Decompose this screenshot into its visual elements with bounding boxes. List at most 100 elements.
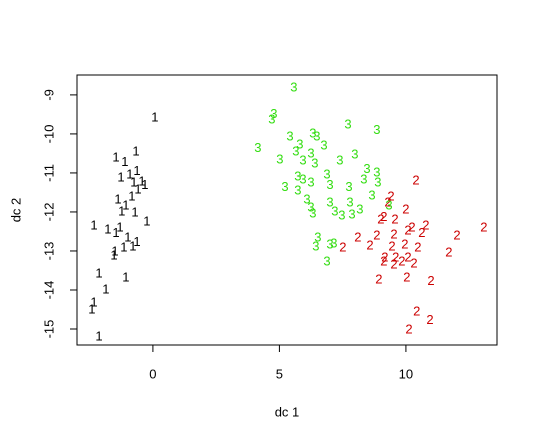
point-label: 1 <box>95 329 102 344</box>
point-label: 3 <box>290 79 297 94</box>
point-label: 2 <box>445 244 452 259</box>
point-label: 3 <box>294 182 301 197</box>
point-label: 1 <box>143 214 150 229</box>
point-label: 2 <box>381 249 388 264</box>
point-label: 1 <box>129 239 136 254</box>
point-label: 1 <box>121 154 128 169</box>
point-label: 2 <box>390 256 397 271</box>
point-label: 1 <box>118 203 125 218</box>
point-label: 1 <box>130 175 137 190</box>
y-tick-label: -13 <box>41 242 56 261</box>
point-label: 2 <box>387 189 394 204</box>
point-label: 3 <box>326 177 333 192</box>
point-label: 1 <box>151 109 158 124</box>
point-label: 2 <box>375 271 382 286</box>
point-label: 3 <box>281 179 288 194</box>
point-label: 2 <box>413 303 420 318</box>
point-label: 2 <box>354 230 361 245</box>
point-label: 1 <box>126 166 133 181</box>
point-label: 3 <box>313 128 320 143</box>
point-label: 1 <box>128 189 135 204</box>
point-label: 3 <box>331 203 338 218</box>
point-label: 2 <box>404 223 411 238</box>
point-label: 3 <box>303 191 310 206</box>
point-label: 2 <box>339 239 346 254</box>
point-label: 1 <box>112 225 119 240</box>
point-label: 3 <box>320 137 327 152</box>
point-label: 2 <box>401 237 408 252</box>
point-label: 3 <box>268 111 275 126</box>
point-label: 2 <box>402 201 409 216</box>
point-label: 2 <box>404 249 411 264</box>
point-label: 2 <box>373 228 380 243</box>
point-label: 3 <box>373 164 380 179</box>
y-tick-label: -14 <box>41 281 56 300</box>
point-label: 1 <box>95 265 102 280</box>
point-label: 3 <box>373 122 380 137</box>
point-label: 1 <box>90 217 97 232</box>
point-label: 2 <box>380 209 387 224</box>
point-label: 3 <box>360 171 367 186</box>
point-label: 3 <box>346 194 353 209</box>
point-label: 3 <box>323 166 330 181</box>
point-label: 1 <box>111 244 118 259</box>
point-label: 3 <box>368 187 375 202</box>
point-label: 2 <box>414 239 421 254</box>
point-label: 3 <box>326 237 333 252</box>
x-axis-label: dc 1 <box>275 404 300 419</box>
point-label: 2 <box>418 225 425 240</box>
point-label: 3 <box>294 168 301 183</box>
x-tick-label: 10 <box>399 366 413 381</box>
point-label: 3 <box>276 151 283 166</box>
point-label: 2 <box>392 249 399 264</box>
point-label: 3 <box>292 143 299 158</box>
point-label: 2 <box>408 219 415 234</box>
point-label: 2 <box>480 219 487 234</box>
point-label: 2 <box>422 217 429 232</box>
point-label: 3 <box>307 145 314 160</box>
point-label: 3 <box>348 207 355 222</box>
point-label: 1 <box>124 230 131 245</box>
point-label: 3 <box>338 207 345 222</box>
x-tick-label: 5 <box>276 366 283 381</box>
point-label: 2 <box>398 253 405 268</box>
point-label: 3 <box>309 205 316 220</box>
point-label: 3 <box>299 171 306 186</box>
point-label: 2 <box>366 237 373 252</box>
point-label: 2 <box>384 194 391 209</box>
point-label: 3 <box>286 128 293 143</box>
point-label: 3 <box>344 116 351 131</box>
plot-frame <box>76 74 498 346</box>
point-label: 2 <box>388 239 395 254</box>
point-label: 3 <box>254 140 261 155</box>
point-label: 2 <box>410 255 417 270</box>
point-label: 3 <box>385 198 392 213</box>
point-label: 2 <box>427 273 434 288</box>
y-tick-label: -12 <box>41 203 56 222</box>
point-label: 3 <box>270 106 277 121</box>
point-label: 1 <box>114 191 121 206</box>
point-label: 3 <box>336 152 343 167</box>
point-label: 3 <box>323 253 330 268</box>
point-label: 3 <box>326 194 333 209</box>
point-label: 2 <box>380 253 387 268</box>
point-label: 1 <box>138 173 145 188</box>
point-label: 3 <box>356 201 363 216</box>
point-label: 3 <box>311 155 318 170</box>
point-label: 1 <box>120 239 127 254</box>
y-tick-label: -9 <box>41 89 56 101</box>
y-tick-label: -15 <box>41 320 56 339</box>
y-axis-label: dc 2 <box>8 198 23 223</box>
point-label: 3 <box>312 239 319 254</box>
point-label: 2 <box>453 228 460 243</box>
point-label: 1 <box>133 234 140 249</box>
point-label: 1 <box>132 143 139 158</box>
point-label: 3 <box>314 230 321 245</box>
y-tick-label: -11 <box>41 164 56 182</box>
point-label: 3 <box>330 235 337 250</box>
point-label: 2 <box>405 322 412 337</box>
point-label: 3 <box>345 179 352 194</box>
y-tick-label: -10 <box>41 125 56 144</box>
